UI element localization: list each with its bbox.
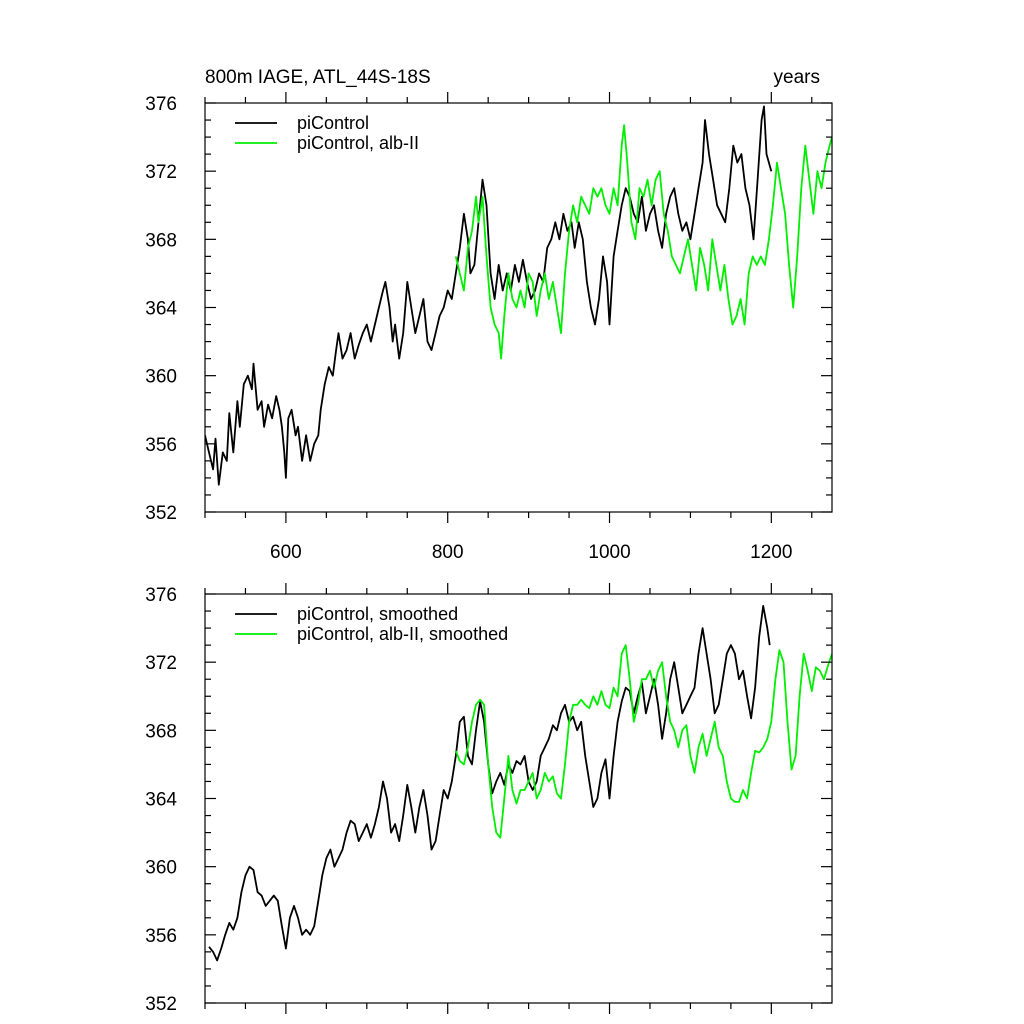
y-tick-label: 364	[145, 299, 177, 320]
x-tick-label: 600	[270, 542, 302, 563]
legend-label-1: piControl, smoothed	[297, 604, 458, 624]
y-tick-label: 372	[145, 162, 177, 183]
y-tick-label: 372	[145, 653, 177, 674]
y-tick-label: 376	[145, 94, 177, 115]
y-tick-label: 364	[145, 790, 177, 811]
series-line-2	[454, 124, 832, 360]
y-tick-label: 352	[145, 994, 177, 1015]
legend-label-2: piControl, alb-II, smoothed	[297, 624, 508, 644]
y-tick-label: 352	[145, 503, 177, 524]
chart-panel-1: 600 800 1000 1200 352 356 360 364 368 372 376 800m …	[145, 67, 833, 563]
y-tick-label: 376	[145, 585, 177, 606]
y-tick-label: 356	[145, 435, 177, 456]
y-tick-label: 360	[145, 367, 177, 388]
y-tick-label: 368	[145, 721, 177, 742]
legend-label-1: piControl	[297, 113, 369, 133]
series-line-2	[454, 644, 832, 839]
y-tick-label: 360	[145, 858, 177, 879]
x-tick-label: 1000	[588, 542, 630, 563]
y-tick-label: 368	[145, 230, 177, 251]
x-tick-label: 800	[432, 542, 464, 563]
units-label: years	[774, 67, 820, 88]
legend-label-2: piControl, alb-II	[297, 133, 419, 153]
y-tick-label: 356	[145, 926, 177, 947]
chart-title: 800m IAGE, ATL_44S-18S	[205, 67, 431, 88]
chart-panel-2: 352 356 360 364 368 372 376 piControl, smoothed…	[145, 583, 833, 1015]
series-line-1	[205, 105, 773, 486]
x-tick-label: 1200	[750, 542, 792, 563]
